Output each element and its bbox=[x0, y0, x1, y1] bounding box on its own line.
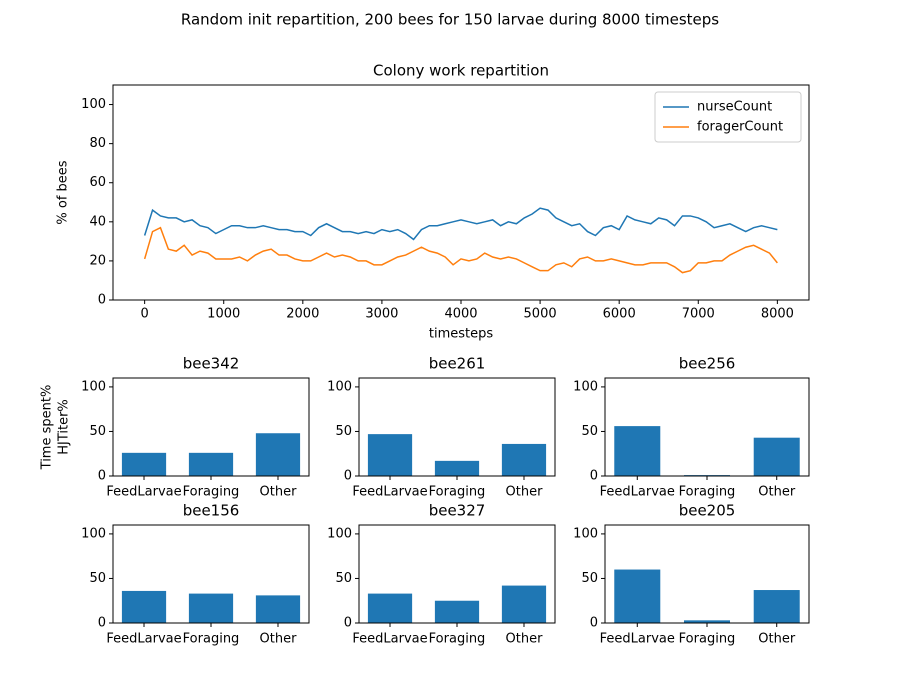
y-tick-label: 80 bbox=[89, 136, 106, 151]
y-tick-label: 0 bbox=[98, 616, 106, 631]
bar bbox=[501, 443, 547, 476]
y-tick-label: 50 bbox=[581, 424, 598, 439]
x-axis-label: timesteps bbox=[429, 327, 493, 342]
x-tick-label: FeedLarvae bbox=[352, 632, 427, 647]
y-axis-label: HJTiter% bbox=[57, 399, 72, 455]
x-tick-label: Other bbox=[506, 485, 544, 500]
y-tick-label: 0 bbox=[344, 469, 352, 484]
y-tick-label: 50 bbox=[581, 571, 598, 586]
y-tick-label: 50 bbox=[89, 424, 106, 439]
legend-frame bbox=[654, 91, 802, 143]
y-tick-label: 100 bbox=[573, 379, 598, 394]
bar bbox=[501, 585, 547, 623]
y-tick-label: 0 bbox=[98, 293, 106, 308]
x-tick-label: 6000 bbox=[603, 307, 636, 322]
x-tick-label: Other bbox=[506, 632, 544, 647]
axes-frame bbox=[112, 84, 810, 301]
bar bbox=[614, 569, 661, 623]
axes-title: bee256 bbox=[679, 355, 736, 373]
y-tick-label: 50 bbox=[89, 571, 106, 586]
x-tick-label: 4000 bbox=[444, 307, 477, 322]
bar bbox=[255, 595, 301, 623]
y-tick-label: 100 bbox=[327, 526, 352, 541]
x-tick-label: 3000 bbox=[365, 307, 398, 322]
y-tick-label: 100 bbox=[81, 97, 106, 112]
x-tick-label: 8000 bbox=[761, 307, 794, 322]
x-tick-label: Other bbox=[260, 632, 298, 647]
figure-title: Random init repartition, 200 bees for 15… bbox=[181, 11, 719, 29]
y-tick-label: 0 bbox=[590, 616, 598, 631]
axes-title: bee327 bbox=[429, 502, 486, 520]
legend: nurseCount foragerCount bbox=[654, 91, 802, 143]
bar bbox=[188, 593, 234, 623]
x-tick-label: 7000 bbox=[682, 307, 715, 322]
x-tick-label: Foraging bbox=[679, 632, 736, 647]
axes-title: bee156 bbox=[183, 502, 240, 520]
axes-frame bbox=[112, 377, 310, 477]
y-tick-label: 20 bbox=[89, 253, 106, 268]
y-tick-label: 100 bbox=[81, 379, 106, 394]
x-tick-label: Foraging bbox=[429, 632, 486, 647]
axes-title: bee261 bbox=[429, 355, 486, 373]
y-tick-label: 50 bbox=[335, 571, 352, 586]
legend-label: foragerCount bbox=[697, 120, 783, 135]
x-tick-label: FeedLarvae bbox=[106, 632, 181, 647]
axes-frame bbox=[604, 524, 810, 624]
line-series bbox=[143, 207, 778, 241]
axes-title: bee205 bbox=[679, 502, 736, 520]
x-tick-label: 5000 bbox=[524, 307, 557, 322]
bar bbox=[367, 593, 413, 623]
x-tick-label: FeedLarvae bbox=[600, 485, 675, 500]
x-tick-label: Foraging bbox=[429, 485, 486, 500]
axes-title: Colony work repartition bbox=[373, 62, 549, 80]
x-tick-label: Other bbox=[758, 632, 796, 647]
x-tick-label: Foraging bbox=[183, 485, 240, 500]
y-tick-label: 0 bbox=[344, 616, 352, 631]
x-tick-label: FeedLarvae bbox=[106, 485, 181, 500]
legend-label: nurseCount bbox=[697, 100, 772, 115]
x-tick-label: 2000 bbox=[286, 307, 319, 322]
y-tick-label: 60 bbox=[89, 175, 106, 190]
bar bbox=[434, 460, 480, 476]
axes-frame bbox=[604, 377, 810, 477]
axes-frame bbox=[358, 377, 556, 477]
x-tick-label: FeedLarvae bbox=[600, 632, 675, 647]
bar bbox=[121, 452, 167, 476]
y-tick-label: 100 bbox=[573, 526, 598, 541]
y-tick-label: 100 bbox=[327, 379, 352, 394]
x-tick-label: Foraging bbox=[679, 485, 736, 500]
bar bbox=[255, 433, 301, 476]
bar bbox=[188, 452, 234, 476]
bar bbox=[121, 590, 167, 623]
y-tick-label: 100 bbox=[81, 526, 106, 541]
y-tick-label: 0 bbox=[590, 469, 598, 484]
y-axis-label: % of bees bbox=[56, 160, 71, 224]
x-tick-label: Foraging bbox=[183, 632, 240, 647]
y-axis-label: Time spent% bbox=[40, 385, 55, 471]
y-tick-label: 50 bbox=[335, 424, 352, 439]
bar bbox=[753, 590, 800, 623]
bar bbox=[683, 620, 731, 623]
bar bbox=[753, 437, 800, 476]
bar bbox=[614, 426, 661, 476]
x-tick-label: 0 bbox=[140, 307, 148, 322]
axes-frame bbox=[112, 524, 310, 624]
bar bbox=[367, 434, 413, 476]
x-tick-label: Other bbox=[260, 485, 298, 500]
x-tick-label: FeedLarvae bbox=[352, 485, 427, 500]
y-tick-label: 0 bbox=[98, 469, 106, 484]
y-tick-label: 40 bbox=[89, 214, 106, 229]
line-series bbox=[143, 226, 778, 274]
x-tick-label: 1000 bbox=[207, 307, 240, 322]
axes-title: bee342 bbox=[183, 355, 240, 373]
x-tick-label: Other bbox=[758, 485, 796, 500]
axes-frame bbox=[358, 524, 556, 624]
bar bbox=[434, 600, 480, 623]
